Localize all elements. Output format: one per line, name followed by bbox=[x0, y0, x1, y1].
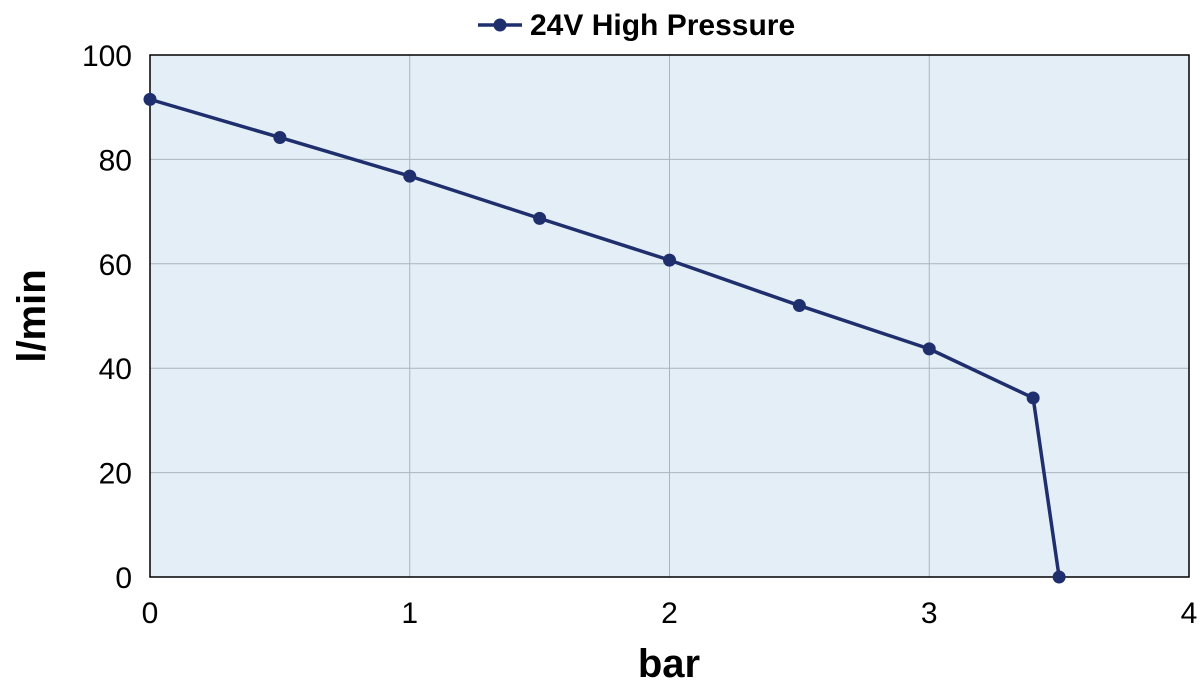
x-tick-labels: 0 1 2 3 4 bbox=[142, 597, 1198, 630]
x-tick-label: 2 bbox=[661, 597, 678, 630]
y-tick-label: 80 bbox=[99, 144, 132, 177]
y-tick-label: 60 bbox=[99, 249, 132, 282]
y-tick-label: 0 bbox=[115, 562, 132, 595]
y-tick-label: 40 bbox=[99, 353, 132, 386]
x-tick-label: 4 bbox=[1181, 597, 1198, 630]
data-point bbox=[1052, 570, 1066, 584]
data-point bbox=[533, 211, 547, 225]
y-tick-label: 20 bbox=[99, 458, 132, 491]
data-point bbox=[922, 342, 936, 356]
data-point bbox=[273, 130, 287, 144]
y-tick-labels: 0 20 40 60 80 100 bbox=[82, 40, 132, 595]
legend-label: 24V High Pressure bbox=[530, 9, 795, 42]
data-point bbox=[403, 169, 417, 183]
x-axis-title: bar bbox=[638, 642, 700, 686]
series-group bbox=[143, 92, 1066, 584]
x-tick-label: 0 bbox=[142, 597, 159, 630]
data-point bbox=[792, 299, 806, 313]
y-tick-label: 100 bbox=[82, 40, 132, 73]
legend: 24V High Pressure bbox=[478, 9, 795, 42]
data-point bbox=[1026, 391, 1040, 405]
x-tick-label: 1 bbox=[401, 597, 418, 630]
x-tick-label: 3 bbox=[921, 597, 938, 630]
data-point bbox=[143, 92, 157, 106]
legend-marker-swatch bbox=[493, 18, 507, 32]
y-axis-title: l/min bbox=[10, 269, 54, 362]
data-point bbox=[663, 253, 676, 267]
plot-frame bbox=[149, 54, 1190, 578]
